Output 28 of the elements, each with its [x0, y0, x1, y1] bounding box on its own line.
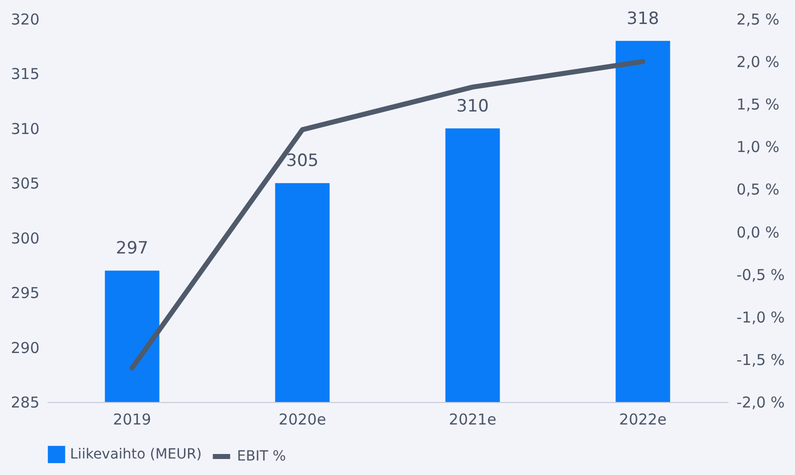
legend-label: Liikevaihto (MEUR): [70, 446, 202, 462]
data-label: 310: [456, 96, 489, 116]
y-tick-label: 285: [10, 394, 40, 412]
y2-tick-label: -2,0 %: [736, 394, 785, 412]
legend-label: EBIT %: [237, 448, 286, 464]
y-tick-label: 315: [10, 65, 40, 84]
y2-tick-label: 0,0 %: [736, 223, 780, 242]
x-tick-label: 2021e: [448, 410, 496, 428]
data-label: 318: [626, 8, 660, 29]
y2-tick-label: -1,5 %: [736, 350, 785, 369]
y-tick-label: 320: [10, 10, 40, 28]
y-tick-label: 300: [10, 229, 40, 248]
y2-tick-label: 1,5 %: [736, 96, 780, 114]
y2-tick-label: 1,0 %: [736, 138, 780, 156]
data-label: 305: [286, 151, 319, 172]
x-tick-label: 2020e: [278, 410, 326, 428]
y-tick-label: 305: [10, 174, 40, 193]
y2-tick-label: 2,5 %: [736, 10, 780, 28]
x-tick-label: 2019: [113, 410, 152, 428]
y2-tick-label: -0,5 %: [736, 266, 785, 284]
data-label: 297: [116, 238, 148, 259]
y2-tick-label: 0,5 %: [736, 180, 780, 199]
y2-tick-label: 2,0 %: [736, 53, 780, 72]
y-tick-label: 295: [10, 284, 40, 302]
y2-tick-label: -1,0 %: [736, 308, 785, 326]
y-tick-label: 310: [10, 120, 40, 138]
y-tick-label: 290: [10, 338, 40, 357]
x-tick-label: 2022e: [619, 410, 667, 428]
